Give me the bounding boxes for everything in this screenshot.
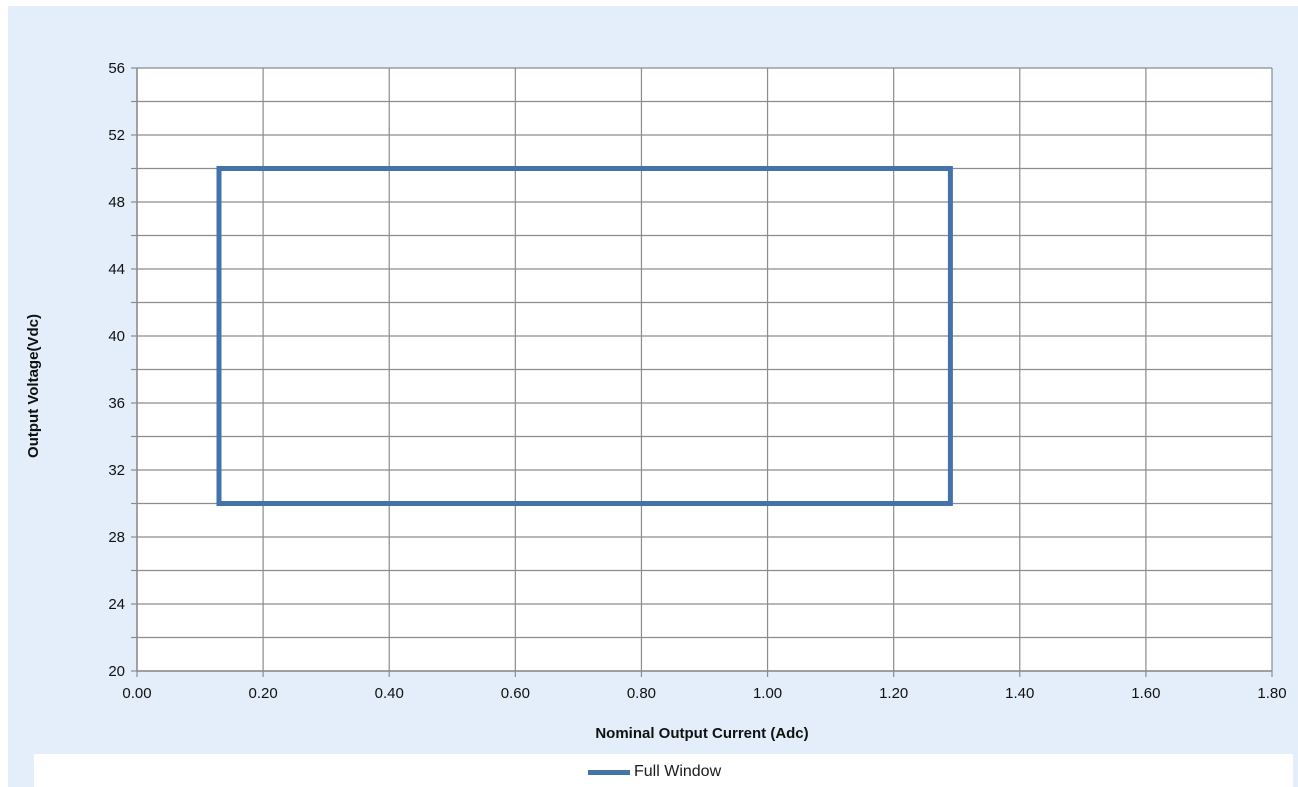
legend-item: Full Window bbox=[588, 760, 721, 784]
y-tick-label: 40 bbox=[108, 328, 125, 345]
series-layer bbox=[216, 166, 953, 506]
y-tick-label: 52 bbox=[108, 127, 125, 144]
x-tick-label: 0.40 bbox=[375, 685, 404, 702]
x-tick-label: 0.20 bbox=[249, 685, 278, 702]
legend-swatch bbox=[588, 769, 630, 775]
y-tick-label: 32 bbox=[108, 462, 125, 479]
y-tick-label: 36 bbox=[108, 395, 125, 412]
axes-layer bbox=[131, 67, 1273, 677]
x-tick-label: 0.60 bbox=[501, 685, 530, 702]
x-tick-label: 1.40 bbox=[1005, 685, 1034, 702]
y-tick-label: 48 bbox=[108, 194, 125, 211]
y-tick-label: 28 bbox=[108, 529, 125, 546]
x-tick-label: 1.60 bbox=[1131, 685, 1160, 702]
y-tick-label: 20 bbox=[108, 663, 125, 680]
x-axis-title: Nominal Output Current (Adc) bbox=[595, 725, 808, 742]
y-tick-label: 24 bbox=[108, 596, 125, 613]
x-tick-label: 1.80 bbox=[1257, 685, 1286, 702]
y-tick-label: 56 bbox=[108, 60, 125, 77]
x-tick-label: 0.00 bbox=[122, 685, 151, 702]
x-tick-label: 1.20 bbox=[879, 685, 908, 702]
legend-label: Full Window bbox=[634, 763, 722, 780]
tick-label-layer: 0.00 0.20 0.40 0.60 0.80 1.00 1.20 1.40 1.60 1.80… bbox=[108, 60, 1286, 702]
grid-layer bbox=[136, 67, 1273, 672]
legend-box bbox=[34, 754, 1293, 787]
y-tick-label: 44 bbox=[108, 261, 125, 278]
x-tick-label: 0.80 bbox=[627, 685, 656, 702]
y-axis-title: Output Voltage(Vdc) bbox=[25, 314, 42, 458]
x-tick-label: 1.00 bbox=[753, 685, 782, 702]
